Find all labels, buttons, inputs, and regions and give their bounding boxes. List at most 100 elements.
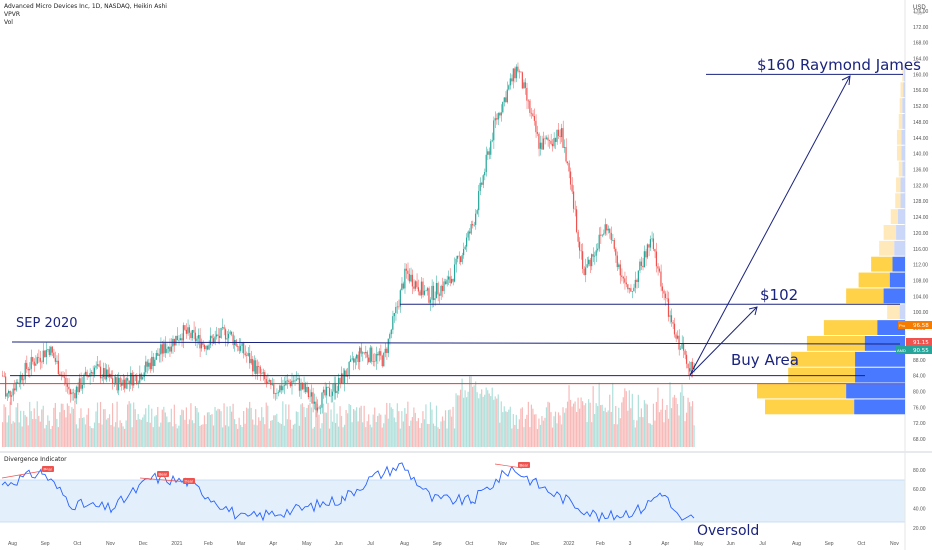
candle-body — [309, 396, 311, 398]
candle-body — [151, 356, 153, 370]
candle-body — [292, 380, 294, 382]
volume-bar — [505, 411, 507, 447]
candle-body — [381, 355, 383, 367]
time-tick-label: Aug — [400, 541, 409, 547]
volume-bar — [110, 425, 112, 447]
candle-body — [44, 350, 46, 358]
candle-body — [277, 392, 279, 394]
volume-bar — [84, 424, 87, 447]
time-tick-label: Apr — [269, 541, 277, 547]
candle-body — [509, 78, 511, 86]
annotation-buy-area: Buy Area — [731, 351, 799, 369]
candle-body — [187, 327, 189, 334]
candle-body — [101, 377, 103, 379]
candle-body — [161, 344, 163, 354]
candle-body — [499, 113, 501, 116]
volume-bar — [634, 427, 636, 447]
candle-body — [334, 383, 337, 394]
candle-body — [429, 299, 432, 303]
candle-body — [133, 375, 135, 386]
volume-bar — [366, 421, 368, 447]
divergence-line — [494, 463, 523, 469]
candle-body — [158, 354, 160, 356]
volume-bar — [404, 408, 406, 447]
currency-toggle[interactable]: Toggle — [913, 10, 926, 15]
volume-bar — [86, 414, 88, 447]
volume-bar — [324, 412, 326, 447]
volume-bar — [56, 418, 58, 447]
candle-body — [401, 283, 403, 291]
volume-bar — [687, 397, 689, 447]
candle-body — [250, 358, 252, 364]
price-tick-label: 68.00 — [913, 437, 926, 443]
volume-bar — [151, 408, 153, 447]
volume-bar — [130, 403, 132, 447]
time-tick-label: Aug — [8, 541, 17, 547]
volume-bar — [484, 394, 486, 447]
candle-body — [685, 354, 688, 364]
volume-bar — [50, 428, 52, 447]
volume-bar — [348, 403, 350, 447]
candle-body — [208, 344, 210, 350]
volume-bar — [425, 404, 427, 447]
volume-bar — [452, 406, 454, 447]
volume-bar — [389, 403, 391, 447]
volume-bar — [432, 423, 435, 447]
candle-body — [572, 191, 575, 209]
volume-bar — [401, 411, 403, 447]
candle-body — [490, 141, 492, 155]
time-tick-label: May — [302, 541, 312, 547]
volume-bar — [586, 422, 588, 447]
volume-bar — [241, 427, 243, 447]
candle-body — [142, 377, 144, 380]
candle-body — [319, 407, 322, 409]
volume-bar — [24, 415, 26, 447]
volume-bar — [139, 419, 141, 447]
volume-bar — [511, 428, 513, 447]
volume-bar — [127, 404, 129, 447]
vp-row-down — [902, 98, 905, 113]
volume-bar — [328, 428, 331, 447]
volume-bar — [154, 416, 156, 447]
volume-bar — [633, 419, 635, 447]
volume-bar — [485, 387, 487, 447]
volume-bar — [184, 419, 186, 447]
candle-body — [481, 182, 483, 185]
volume-bar — [303, 406, 305, 447]
volume-bar — [446, 428, 448, 447]
volume-bar — [51, 425, 53, 447]
volume-bar — [6, 422, 8, 447]
indicator-vpvr[interactable]: VPVR — [4, 11, 20, 18]
volume-bar — [464, 390, 466, 447]
volume-bar — [514, 424, 516, 447]
candle-body — [684, 350, 686, 355]
volume-bar — [610, 411, 612, 447]
volume-bar — [591, 422, 593, 447]
candle-body — [664, 293, 667, 299]
vp-row-up — [871, 256, 893, 272]
volume-bar — [262, 417, 264, 447]
volume-bar — [682, 395, 685, 447]
candle-body — [35, 363, 37, 366]
volume-bar — [39, 421, 41, 447]
volume-bar — [440, 421, 442, 447]
volume-bar — [224, 425, 227, 447]
candle-body — [597, 248, 599, 251]
volume-bar — [545, 407, 548, 447]
candle-body — [655, 251, 658, 267]
volume-bar — [181, 409, 183, 447]
volume-bar — [353, 409, 355, 447]
candle-body — [119, 377, 121, 383]
volume-bar — [371, 427, 373, 447]
volume-bar — [657, 387, 659, 447]
volume-bar — [417, 418, 420, 447]
candle-body — [148, 362, 150, 367]
candle-body — [325, 386, 328, 396]
candle-body — [648, 244, 650, 248]
candle-body — [559, 135, 561, 138]
indicator-vol[interactable]: Vol — [4, 19, 13, 26]
candle-body — [455, 258, 457, 265]
candle-body — [536, 132, 539, 134]
volume-bar — [601, 404, 603, 447]
candle-body — [301, 382, 304, 390]
